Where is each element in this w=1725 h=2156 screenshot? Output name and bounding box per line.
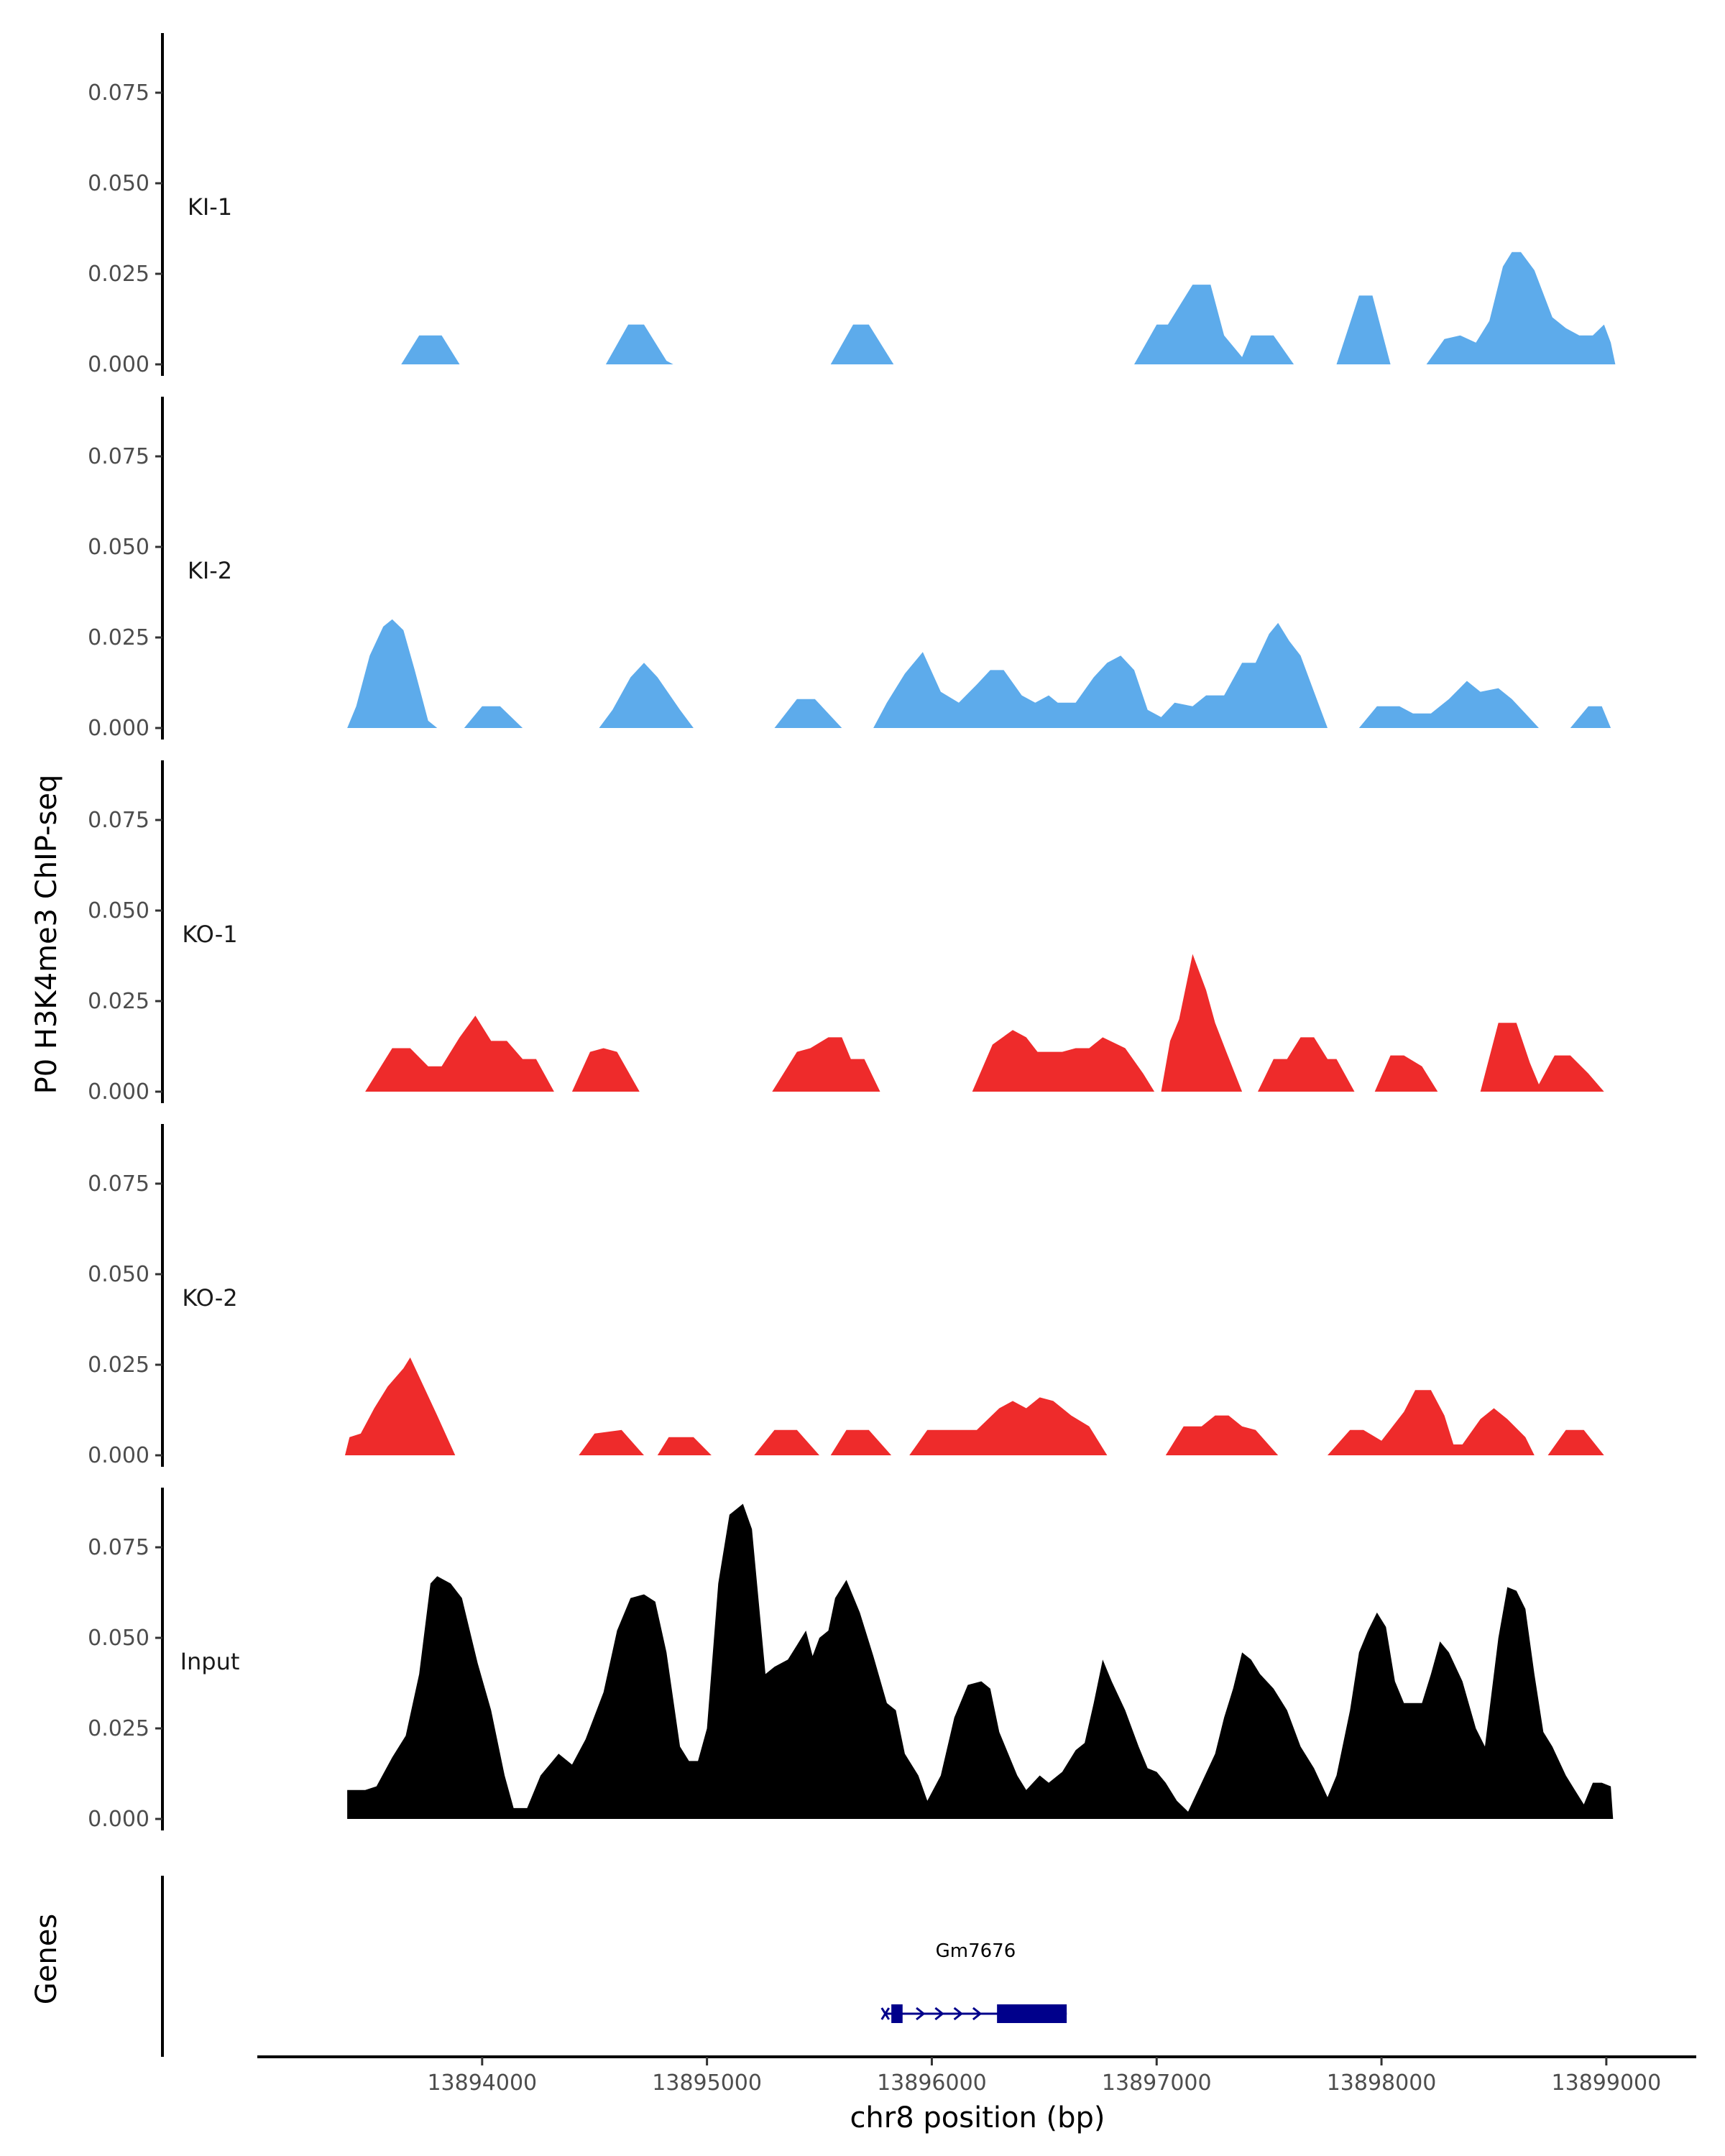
y-tick-label: 0.025 bbox=[88, 989, 150, 1014]
track-label-ki-2: KI-2 bbox=[188, 557, 232, 584]
x-tick-label: 13895000 bbox=[652, 2070, 762, 2096]
track-ki-2: 0.000 0.025 0.050 0.075 KI-2 bbox=[88, 397, 1611, 741]
track-label-ko-1: KO-1 bbox=[182, 921, 237, 948]
track-label-ki-1: KI-1 bbox=[188, 193, 232, 221]
track-ko-1: 0.000 0.025 0.050 0.075 KO-1 bbox=[88, 760, 1604, 1105]
y-tick-label: 0.000 bbox=[88, 1443, 150, 1468]
y-tick-label: 0.000 bbox=[88, 1807, 150, 1832]
y-tick-label: 0.075 bbox=[88, 1535, 150, 1560]
x-tick-label: 13894000 bbox=[427, 2070, 537, 2096]
x-axis: 13894000 13895000 13896000 13897000 13898000… bbox=[257, 2055, 1696, 2096]
track-ko-2: 0.000 0.025 0.050 0.075 KO-2 bbox=[88, 1124, 1604, 1468]
track-label-ko-2: KO-2 bbox=[182, 1284, 237, 1312]
y-tick-label: 0.075 bbox=[88, 80, 150, 106]
strand-arrow bbox=[953, 2007, 964, 2021]
strand-arrow bbox=[934, 2007, 944, 2021]
area-series-ko-1 bbox=[365, 954, 1604, 1092]
y-tick-label: 0.025 bbox=[88, 1353, 150, 1378]
y-tick-label: 0.025 bbox=[88, 262, 150, 287]
y-tick-label: 0.000 bbox=[88, 1079, 150, 1105]
x-tick-label: 13899000 bbox=[1552, 2070, 1662, 2096]
track-label-input: Input bbox=[180, 1648, 240, 1675]
x-axis-title: chr8 position (bp) bbox=[850, 2101, 1105, 2134]
gene-gm7676: Gm7676 bbox=[880, 1940, 1067, 2023]
gene-label: Gm7676 bbox=[936, 1940, 1016, 1962]
strand-arrow bbox=[972, 2007, 983, 2021]
y-tick-label: 0.025 bbox=[88, 1716, 150, 1741]
gene-exon bbox=[997, 2004, 1067, 2023]
tracks: 0.0000.0250.0500.075KI-10.0000.0250.0500… bbox=[88, 33, 1616, 1832]
gene-start-mark bbox=[880, 2007, 891, 2020]
x-tick-label: 13898000 bbox=[1327, 2070, 1437, 2096]
y-tick-label: 0.075 bbox=[88, 1171, 150, 1197]
y-tick-label: 0.050 bbox=[88, 1262, 150, 1287]
area-series-ko-2 bbox=[345, 1357, 1604, 1455]
track-input: 0.000 0.025 0.050 0.075 Input bbox=[88, 1488, 1614, 1832]
y-axis-title: P0 H3K4me3 ChIP-seq bbox=[30, 775, 63, 1095]
strand-arrow bbox=[916, 2007, 926, 2021]
area-series-ki-2 bbox=[347, 619, 1611, 728]
genes-panel: Gm7676 bbox=[161, 1876, 1067, 2057]
y-tick-label: 0.075 bbox=[88, 444, 150, 469]
y-tick-label: 0.050 bbox=[88, 898, 150, 923]
genes-axis-title: Genes bbox=[30, 1914, 63, 2004]
area-series-input bbox=[347, 1503, 1614, 1819]
track-ki-1: 0.000 0.025 0.050 0.075 KI-1 bbox=[88, 33, 1616, 377]
y-tick-label: 0.000 bbox=[88, 716, 150, 741]
x-tick-label: 13897000 bbox=[1102, 2070, 1212, 2096]
gene-exon bbox=[891, 2004, 903, 2023]
y-tick-label: 0.000 bbox=[88, 352, 150, 377]
y-tick-label: 0.075 bbox=[88, 808, 150, 833]
y-tick-label: 0.050 bbox=[88, 1626, 150, 1651]
y-tick-label: 0.025 bbox=[88, 625, 150, 650]
x-tick-label: 13896000 bbox=[877, 2070, 987, 2096]
y-tick-label: 0.050 bbox=[88, 171, 150, 196]
y-tick-label: 0.050 bbox=[88, 535, 150, 560]
area-series-ki-1 bbox=[401, 252, 1616, 364]
